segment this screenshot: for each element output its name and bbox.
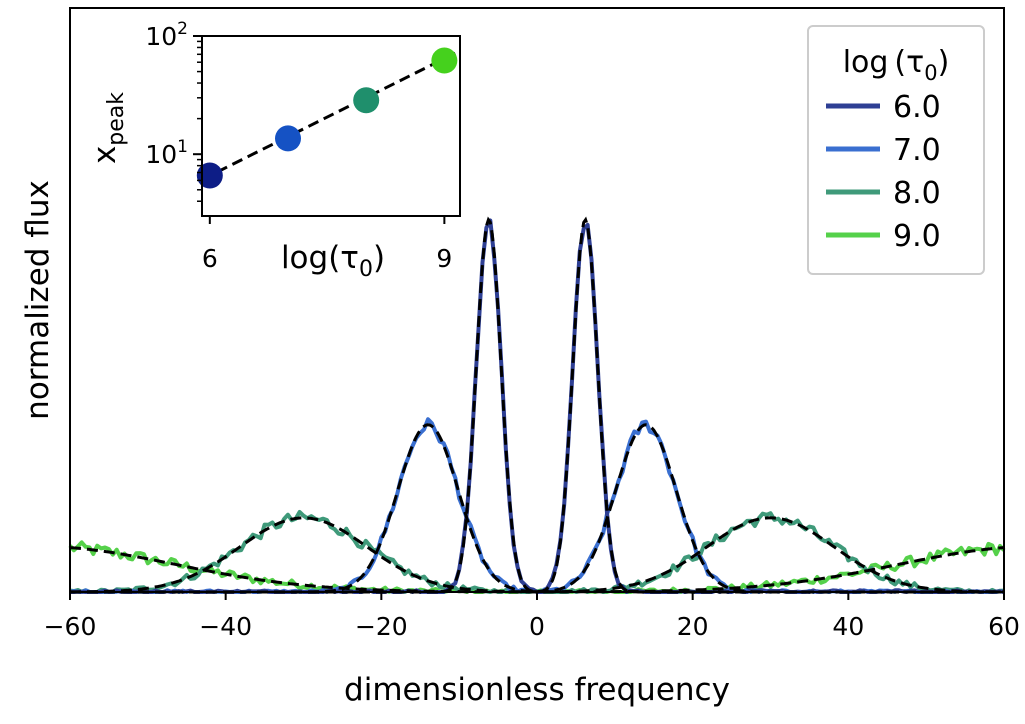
- x-tick-label: −40: [199, 612, 252, 641]
- legend-label-6.0: 6.0: [893, 90, 941, 125]
- main-plot: −60 −40 −20 0 20 40 60 dimensionless frequency…: [20, 7, 1020, 708]
- x-tick-label: 20: [677, 612, 709, 641]
- legend-label-9.0: 9.0: [893, 219, 941, 254]
- legend-label-7.0: 7.0: [893, 133, 941, 168]
- legend-box: [807, 25, 985, 275]
- inset-ticks: 6 9 101 102: [145, 19, 452, 273]
- x-tick-label: −60: [44, 612, 97, 641]
- series-line-6.0: [70, 218, 1005, 594]
- legend-label-8.0: 8.0: [893, 176, 941, 211]
- main-series-group: [68, 218, 1006, 594]
- inset-y-tick-label: 101: [145, 137, 188, 169]
- fit-line-6.0: [70, 216, 1004, 594]
- legend: log (τ0) 6.0 7.0 8.0 9.0: [807, 25, 985, 275]
- inset-point-1: [275, 125, 301, 152]
- inset-x-tick-label: 9: [436, 244, 452, 273]
- legend-entries: 6.0 7.0 8.0 9.0: [826, 90, 941, 254]
- main-fit-group: [69, 216, 1005, 594]
- x-tick-label: 0: [529, 612, 545, 641]
- inset-content: [196, 47, 461, 189]
- inset-fit-line: [201, 49, 461, 181]
- inset-y-tick-label: 102: [145, 19, 188, 51]
- inset-point-2: [353, 87, 380, 114]
- inset-plot: 6 9 101 102 log(τ0) xpeak: [87, 19, 461, 282]
- inset-axes-frame: [201, 35, 461, 217]
- main-y-label: normalized flux: [20, 180, 56, 420]
- inset-background: [202, 36, 460, 216]
- main-x-ticks: −60 −40 −20 0 20 40 60: [44, 592, 1020, 641]
- fit-line-9.0: [69, 546, 1005, 594]
- inset-point-3: [431, 47, 458, 74]
- inset-point-0: [196, 162, 223, 189]
- x-tick-label: 60: [988, 612, 1020, 641]
- series-line-8.0: [69, 510, 1005, 594]
- x-tick-label: 40: [832, 612, 864, 641]
- x-tick-label: −20: [355, 612, 408, 641]
- inset-y-label: xpeak: [87, 92, 129, 164]
- legend-title: log (τ0): [843, 45, 950, 85]
- inset-x-label: log(τ0): [281, 240, 385, 282]
- main-x-label: dimensionless frequency: [344, 672, 730, 708]
- inset-x-tick-label: 6: [202, 244, 218, 273]
- fit-line-8.0: [70, 516, 1004, 594]
